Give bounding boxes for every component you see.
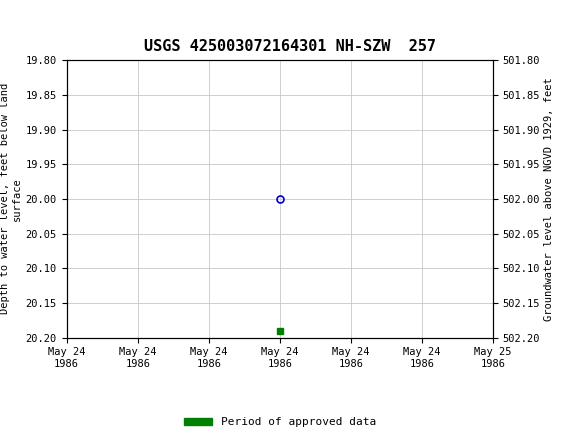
Y-axis label: Groundwater level above NGVD 1929, feet: Groundwater level above NGVD 1929, feet bbox=[545, 77, 554, 321]
Text: USGS 425003072164301 NH-SZW  257: USGS 425003072164301 NH-SZW 257 bbox=[144, 39, 436, 54]
Legend: Period of approved data: Period of approved data bbox=[179, 413, 380, 430]
Y-axis label: Depth to water level, feet below land
surface: Depth to water level, feet below land su… bbox=[0, 83, 21, 314]
Text: USGS: USGS bbox=[41, 13, 100, 32]
Text: ≋: ≋ bbox=[9, 8, 34, 37]
